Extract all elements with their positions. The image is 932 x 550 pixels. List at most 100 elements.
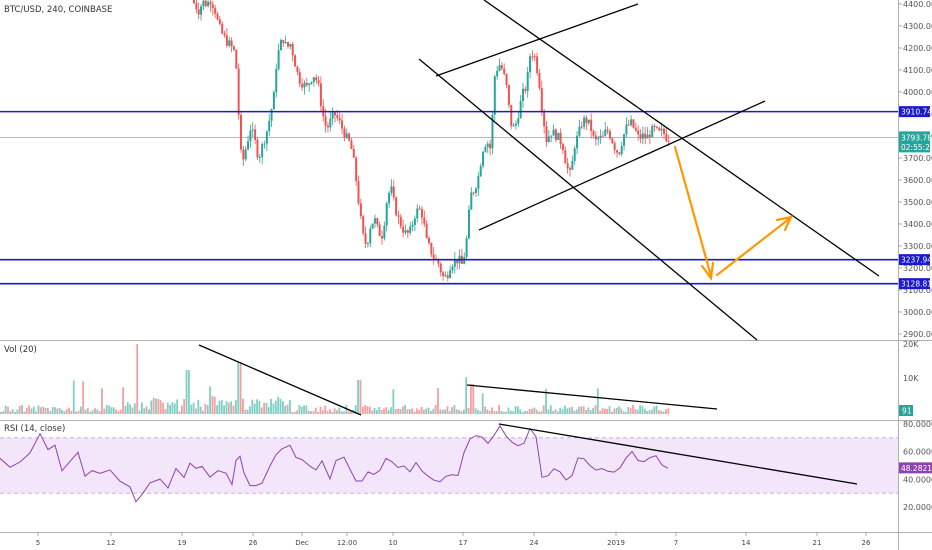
rsi-axis[interactable]: 80.0000 60.0000 40.0000 20.0000 48.2821 (899, 420, 932, 512)
candle-body (397, 215, 400, 217)
candle-body (618, 152, 621, 155)
last-price-tag (899, 131, 930, 153)
volume-bar (521, 411, 524, 414)
candle-body (573, 148, 576, 161)
projection-up-arrow[interactable] (715, 217, 791, 277)
candle-body (317, 80, 320, 84)
volume-bar (573, 410, 576, 414)
volume-bar (542, 405, 545, 414)
triangle-support-line[interactable] (478, 100, 766, 231)
candle-body (411, 224, 414, 227)
candle-body (326, 125, 329, 128)
level-price-label: 3128.81 (901, 280, 932, 289)
projection-down-arrow[interactable] (673, 145, 713, 278)
candle-body (350, 140, 353, 149)
volume-bar (39, 407, 42, 414)
volume-bar (585, 409, 587, 414)
volume-bar (258, 401, 261, 414)
candle-body (402, 226, 405, 233)
volume-bar (613, 408, 616, 414)
candle-body (362, 216, 365, 234)
candle-body (383, 225, 386, 239)
rsi-line[interactable] (0, 425, 669, 503)
candle-body (453, 259, 456, 267)
volume-trendline-2[interactable] (466, 384, 718, 410)
volume-bar (596, 388, 599, 414)
candle-body (540, 88, 543, 111)
volume-bar (528, 408, 531, 414)
candle-body (569, 168, 571, 170)
volume-bar (267, 407, 270, 414)
descending-lower-line[interactable] (418, 58, 758, 341)
volume-axis[interactable]: 20K 10K 91 (899, 340, 919, 416)
candle-body (413, 218, 416, 225)
candle-body (359, 203, 362, 217)
candle-body (395, 197, 398, 216)
projection-arrows (673, 145, 793, 281)
rsi-value-tag (899, 462, 932, 474)
candle-body (608, 131, 611, 139)
volume-bar (188, 370, 190, 414)
volume-bar (347, 410, 350, 414)
volume-bar (169, 404, 171, 414)
candle-body (298, 72, 301, 84)
volume-bar (404, 405, 406, 414)
candle-body (505, 74, 508, 85)
time-tick-label: Dec (295, 539, 309, 547)
volume-bar (599, 410, 602, 414)
volume-bar (622, 411, 625, 414)
candle-body (536, 56, 539, 73)
volume-bar (279, 399, 282, 414)
time-tick-label: 10 (389, 539, 398, 547)
volume-bar (227, 402, 230, 414)
volume-bar (141, 402, 143, 414)
volume-value-label: 91 (902, 407, 912, 416)
volume-bar (300, 406, 303, 414)
candle-body (641, 133, 644, 139)
volume-bar (11, 409, 14, 414)
candle-body (616, 150, 618, 153)
channel-upper-line[interactable] (435, 3, 639, 77)
candle-body (489, 143, 492, 149)
volume-bar (615, 407, 618, 414)
candle-body (237, 68, 240, 115)
volume-bar (397, 408, 399, 414)
candle-body (524, 88, 527, 91)
candle-body (439, 263, 442, 273)
rsi-trendline[interactable] (498, 423, 858, 485)
candle-body (482, 151, 485, 167)
volume-bar (32, 406, 35, 414)
volume-bar (326, 410, 329, 414)
candle-body (430, 242, 433, 255)
volume-bar (58, 408, 61, 414)
candle-body (312, 77, 315, 82)
volume-bar (636, 410, 639, 414)
volume-bar (474, 408, 477, 414)
volume-bar (30, 408, 33, 414)
volume-bar (152, 397, 155, 414)
volume-bar (361, 406, 364, 414)
volume-bar (195, 408, 197, 414)
candle-body (529, 56, 532, 73)
volume-bar (364, 405, 367, 414)
volume-bar (185, 370, 188, 414)
volume-bar (164, 408, 167, 414)
volume-trendline-1[interactable] (198, 344, 362, 416)
candle-body (561, 144, 564, 151)
volume-bar (608, 406, 611, 414)
candle-body (263, 143, 266, 145)
price-axis[interactable]: 2900.00 3000.00 3100.00 3200.00 3300.00 3400.… (898, 0, 932, 339)
candle-body (484, 146, 487, 152)
time-axis[interactable]: 5 12 19 26 Dec 12:00 10 17 24 2019 7 14 21 26 (36, 532, 871, 547)
volume-bar (460, 411, 463, 414)
bar-countdown-label: 02:55:25 (901, 143, 932, 152)
volume-bar (568, 407, 571, 414)
candle-body (442, 272, 445, 277)
volume-bar (35, 411, 38, 414)
candle-body (282, 39, 285, 43)
volume-panel[interactable] (0, 340, 898, 420)
price-panel[interactable] (0, 0, 898, 340)
volume-bar (310, 411, 312, 414)
volume-bar (432, 408, 435, 414)
